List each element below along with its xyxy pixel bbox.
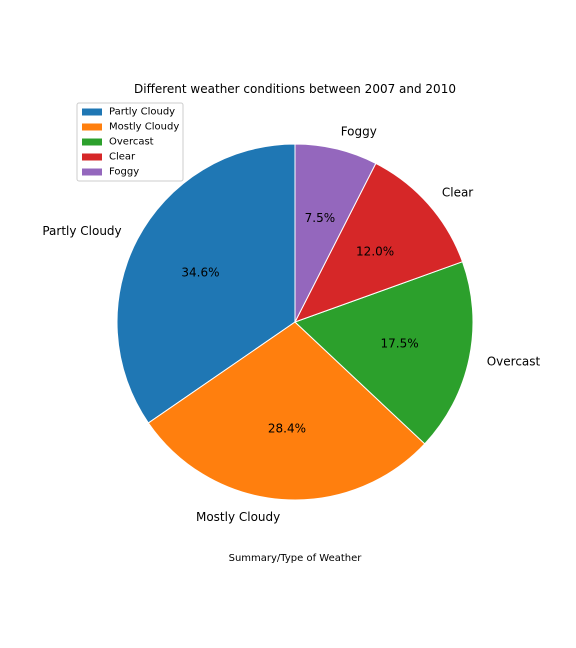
chart-title: Different weather conditions between 200… — [134, 82, 456, 96]
legend-frame — [76, 102, 184, 182]
legend-swatch-mostly-cloudy — [82, 123, 102, 131]
legend: Partly Cloudy Mostly Cloudy Overcast Clear F… — [76, 102, 184, 182]
legend-swatch-clear — [82, 153, 102, 161]
pct-label-partly-cloudy: 34.6% — [181, 265, 219, 279]
pie-slice-foggy — [294, 143, 377, 323]
legend-swatch-overcast — [82, 138, 102, 146]
legend-swatch-foggy — [82, 168, 102, 176]
slice-label-foggy: Foggy — [341, 125, 377, 139]
pie-slice-overcast — [294, 261, 474, 445]
legend-entry-clear: Clear — [109, 152, 136, 163]
pct-label-foggy: 7.5% — [305, 211, 336, 225]
legend-swatch-partly-cloudy — [82, 108, 102, 116]
pie-slices — [116, 143, 474, 501]
legend-entry-partly-cloudy: Partly Cloudy — [109, 107, 175, 118]
pct-label-clear: 12.0% — [356, 244, 394, 258]
pct-label-mostly-cloudy: 28.4% — [268, 421, 306, 435]
pie-slice-clear — [293, 162, 464, 323]
x-axis-label: Summary/Type of Weather — [229, 553, 363, 564]
legend-entry-overcast: Overcast — [109, 137, 154, 148]
slice-label-mostly-cloudy: Mostly Cloudy — [196, 510, 280, 524]
pct-label-overcast: 17.5% — [381, 337, 419, 351]
slice-label-clear: Clear — [442, 186, 473, 200]
slice-label-partly-cloudy: Partly Cloudy — [42, 224, 121, 238]
slice-label-overcast: Overcast — [487, 355, 541, 369]
pie-slice-partly-cloudy — [116, 143, 296, 424]
pie-slice-mostly-cloudy — [147, 321, 426, 501]
slice-labels: Partly Cloudy Mostly Cloudy Overcast Clear F… — [42, 125, 540, 525]
legend-entry-foggy: Foggy — [109, 167, 139, 178]
percentage-labels: 34.6% 28.4% 17.5% 12.0% 7.5% — [181, 211, 418, 435]
legend-entry-mostly-cloudy: Mostly Cloudy — [109, 122, 179, 133]
